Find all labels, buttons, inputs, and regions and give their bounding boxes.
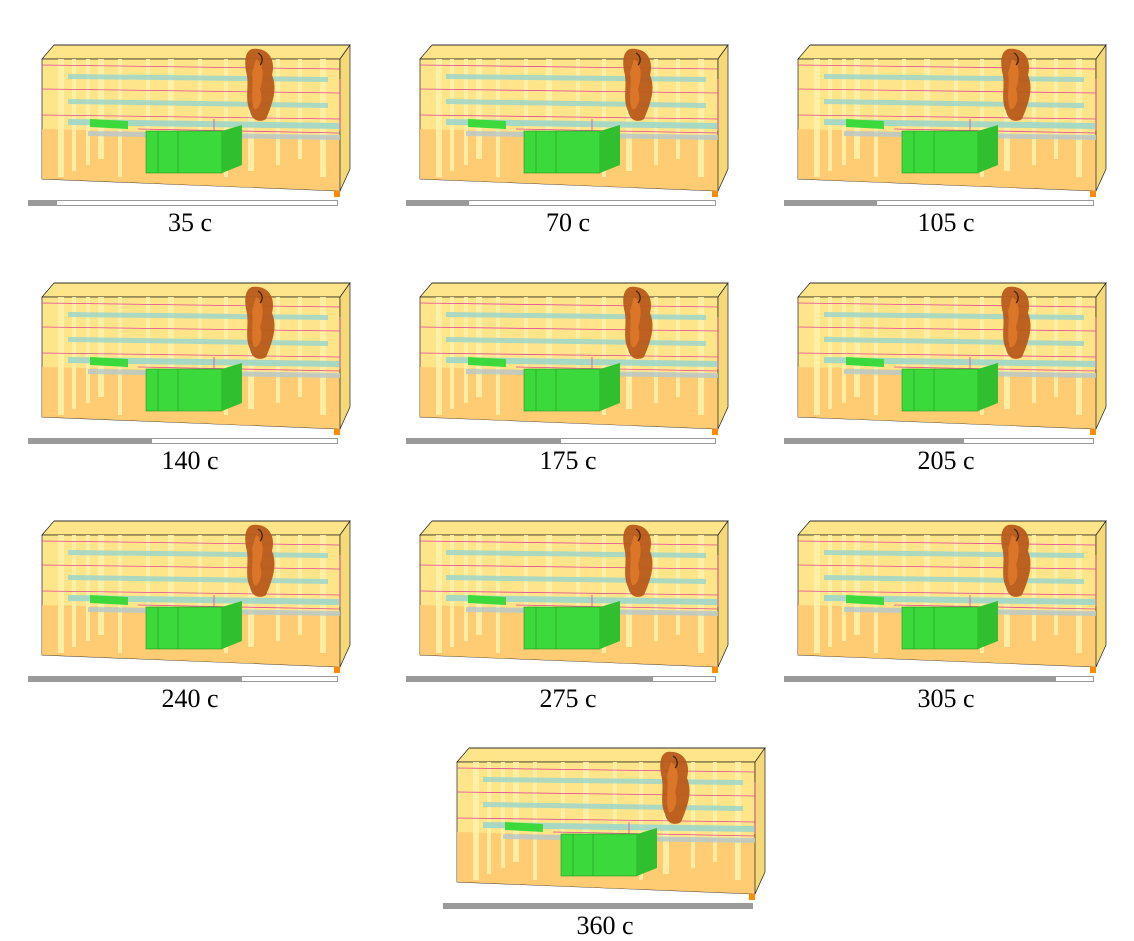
simulation-frame: 105 c [766, 5, 1126, 237]
progress-fill [407, 677, 654, 681]
time-progress-bar [406, 200, 716, 206]
frame-caption: 175 c [539, 446, 597, 475]
simulation-frame: 275 c [388, 481, 748, 713]
simulation-frame: 175 c [388, 243, 748, 475]
building-render [419, 43, 729, 192]
building-render [797, 281, 1107, 430]
legend-swatch [712, 667, 718, 673]
building-render [41, 519, 351, 668]
frame-caption: 360 c [576, 911, 634, 940]
simulation-frame: 305 c [766, 481, 1126, 713]
frame-caption: 140 c [161, 446, 219, 475]
simulation-frame: 70 c [388, 5, 748, 237]
building-render [419, 281, 729, 430]
legend-swatch [334, 429, 340, 435]
time-progress-bar [28, 438, 338, 444]
progress-fill [407, 201, 469, 205]
frame-caption: 105 c [917, 208, 975, 237]
frame-caption: 35 c [167, 208, 213, 237]
building-render [797, 43, 1107, 192]
legend-swatch [712, 429, 718, 435]
progress-fill [29, 201, 57, 205]
legend-swatch [334, 667, 340, 673]
building-render [41, 281, 351, 430]
building-render [797, 519, 1107, 668]
time-progress-bar [784, 200, 1094, 206]
building-render [419, 519, 729, 668]
building-render [41, 43, 351, 192]
time-progress-bar [784, 676, 1094, 682]
simulation-frame: 35 c [10, 5, 370, 237]
legend-swatch [334, 191, 340, 197]
progress-fill [785, 201, 878, 205]
progress-fill [29, 439, 153, 443]
simulation-frame: 240 c [10, 481, 370, 713]
building-render [456, 746, 766, 895]
frame-caption: 205 c [917, 446, 975, 475]
legend-swatch [1090, 191, 1096, 197]
time-progress-bar [406, 676, 716, 682]
time-progress-bar [443, 903, 753, 909]
progress-fill [785, 439, 964, 443]
time-progress-bar [406, 438, 716, 444]
frame-caption: 275 c [539, 684, 597, 713]
legend-swatch [1090, 429, 1096, 435]
time-progress-bar [784, 438, 1094, 444]
legend-swatch [712, 191, 718, 197]
frame-caption: 240 c [161, 684, 219, 713]
frame-caption: 70 c [545, 208, 591, 237]
progress-fill [29, 677, 242, 681]
simulation-frame: 205 c [766, 243, 1126, 475]
legend-swatch [1090, 667, 1096, 673]
progress-fill [444, 904, 752, 908]
legend-swatch [749, 894, 755, 900]
simulation-frame: 360 c [425, 708, 785, 940]
frame-caption: 305 c [917, 684, 975, 713]
time-progress-bar [28, 676, 338, 682]
time-progress-bar [28, 200, 338, 206]
progress-fill [407, 439, 561, 443]
progress-fill [785, 677, 1057, 681]
simulation-frame: 140 c [10, 243, 370, 475]
